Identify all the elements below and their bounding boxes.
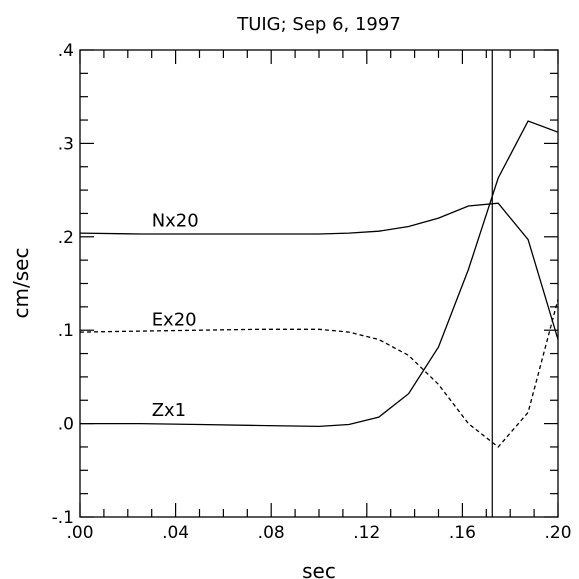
series-label-nx20: Nx20 bbox=[152, 211, 199, 232]
series-label-ex20: Ex20 bbox=[152, 310, 197, 331]
series-line-zx1 bbox=[80, 120, 559, 428]
y-axis-title: cm/sec bbox=[9, 248, 33, 319]
y-tick-label: .2 bbox=[58, 228, 74, 248]
chart-title: TUIG; Sep 6, 1997 bbox=[236, 14, 401, 35]
y-tick-label: .4 bbox=[58, 41, 74, 61]
series-label-zx1: Zx1 bbox=[152, 400, 186, 421]
y-tick-label: .1 bbox=[58, 321, 74, 341]
x-tick-label: .20 bbox=[544, 523, 571, 543]
x-tick-label: .08 bbox=[258, 523, 285, 543]
y-tick-label: .0 bbox=[58, 415, 74, 435]
plot-area-frame bbox=[79, 49, 559, 518]
x-tick-label: .00 bbox=[66, 523, 93, 543]
series-line-ex20 bbox=[79, 299, 559, 448]
series-line-nx20 bbox=[79, 202, 559, 340]
y-tick-label: .3 bbox=[58, 134, 74, 154]
x-tick-label: .12 bbox=[353, 523, 380, 543]
y-tick-label: -.1 bbox=[52, 508, 74, 528]
x-tick-label: .16 bbox=[449, 523, 476, 543]
x-axis-title: sec bbox=[302, 559, 336, 579]
series-layer bbox=[79, 50, 559, 517]
series-labels: Nx20 Ex20 Zx1 bbox=[152, 211, 199, 422]
x-tick-label: .04 bbox=[162, 523, 189, 543]
x-axis: .00 .04 .08 .12 .16 .20 bbox=[66, 50, 572, 543]
y-axis: -.1 .0 .1 .2 .3 .4 bbox=[52, 41, 558, 528]
